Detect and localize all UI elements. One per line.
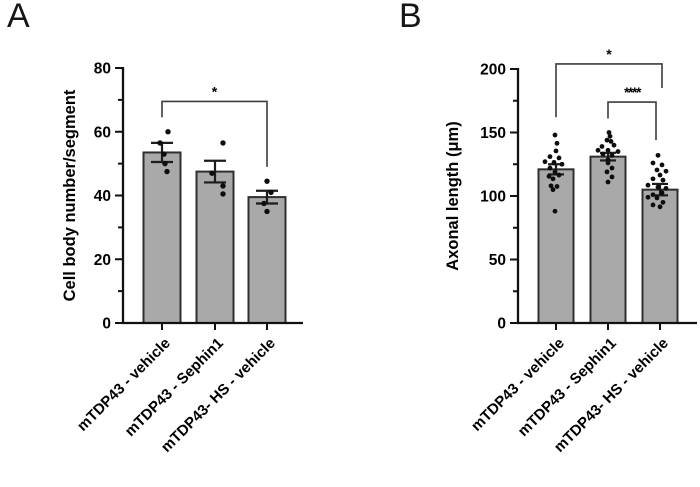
data-point [645,194,651,200]
data-point [165,129,171,135]
data-point [611,142,617,148]
data-point [553,148,559,154]
data-point [608,138,614,144]
data-point [605,160,611,166]
data-point [209,170,215,176]
data-point [161,151,167,157]
data-point [554,184,560,189]
y-tick-label: 60 [94,124,111,141]
bar [537,168,575,324]
data-point [556,172,562,178]
data-point [650,202,656,208]
y-tick-label: 80 [94,61,111,78]
data-point [655,184,661,190]
data-point [552,208,558,214]
data-point [607,133,613,139]
data-point [654,195,660,201]
data-point [655,152,661,158]
data-point [605,147,611,153]
data-point [660,199,666,205]
panel-b-label: B [399,0,422,35]
data-point [157,140,163,146]
data-point [550,176,556,182]
y-tick-label: 200 [480,62,506,79]
panel-a-label: A [7,0,30,35]
y-axis-title: Cell body number/segment [61,89,79,301]
data-point [663,185,669,191]
data-point [657,172,663,178]
data-point [550,187,556,193]
y-tick-label: 0 [497,316,506,333]
y-tick-label: 150 [480,125,506,142]
data-point [650,192,656,198]
data-point [552,169,558,175]
data-point [615,149,621,154]
significance-bracket [555,63,663,118]
data-point [604,169,610,175]
category-label: mTDP43 - Sephin1 [515,335,620,440]
significance-label: **** [624,84,642,100]
data-point [261,200,267,207]
y-tick-label: 100 [480,189,506,206]
data-point [663,168,669,174]
data-point [600,151,606,157]
data-point [650,160,656,166]
data-point [268,189,274,196]
data-point [657,204,663,210]
data-point [654,167,660,173]
data-point [542,159,548,165]
data-point [264,208,270,215]
y-tick-label: 20 [94,252,111,269]
data-point [559,161,565,167]
data-point [546,173,552,179]
data-point [609,165,615,171]
significance-label: * [212,83,218,99]
data-point [606,130,612,135]
data-point [220,191,226,197]
data-point [556,155,562,161]
bar [641,188,679,324]
significance-label: * [606,46,612,62]
bar [247,196,287,324]
data-point [645,182,651,188]
data-point [551,159,557,165]
category-label: mTDP43 - Sephin1 [122,335,227,440]
panel-b: B 0 50 100 150 200 mTDP43 - vehicle mTDP43 - S… [350,0,700,487]
y-axis-title: Axonal length (μm) [444,121,462,270]
significance-bracket [161,100,268,167]
data-point [164,168,170,175]
data-point [548,183,554,189]
significance-bracket [607,101,657,141]
data-point [595,147,601,153]
data-point [552,132,558,138]
data-point [609,174,615,180]
y-tick-label: 50 [489,252,506,269]
data-point [220,183,226,189]
data-point [264,178,270,184]
data-point [605,179,611,185]
data-point [547,154,553,160]
data-point [659,162,665,168]
data-point [162,160,168,167]
panel-a: A 0 20 40 60 80 mTDP43 - vehicle mTDP43 - Seph… [7,0,303,456]
data-point [660,177,666,183]
data-point [609,152,615,158]
category-label: mTDP43 - vehicle [468,335,568,435]
category-label: mTDP43 - vehicle [74,335,174,435]
data-point [554,140,560,146]
bar [142,151,182,324]
data-point [547,165,553,171]
data-point [599,144,605,149]
data-point [650,176,656,182]
y-tick-label: 40 [94,188,111,205]
data-point [604,137,610,143]
y-tick-label: 0 [102,316,111,333]
data-point [220,140,226,146]
bar [195,170,235,324]
data-point [659,190,665,196]
